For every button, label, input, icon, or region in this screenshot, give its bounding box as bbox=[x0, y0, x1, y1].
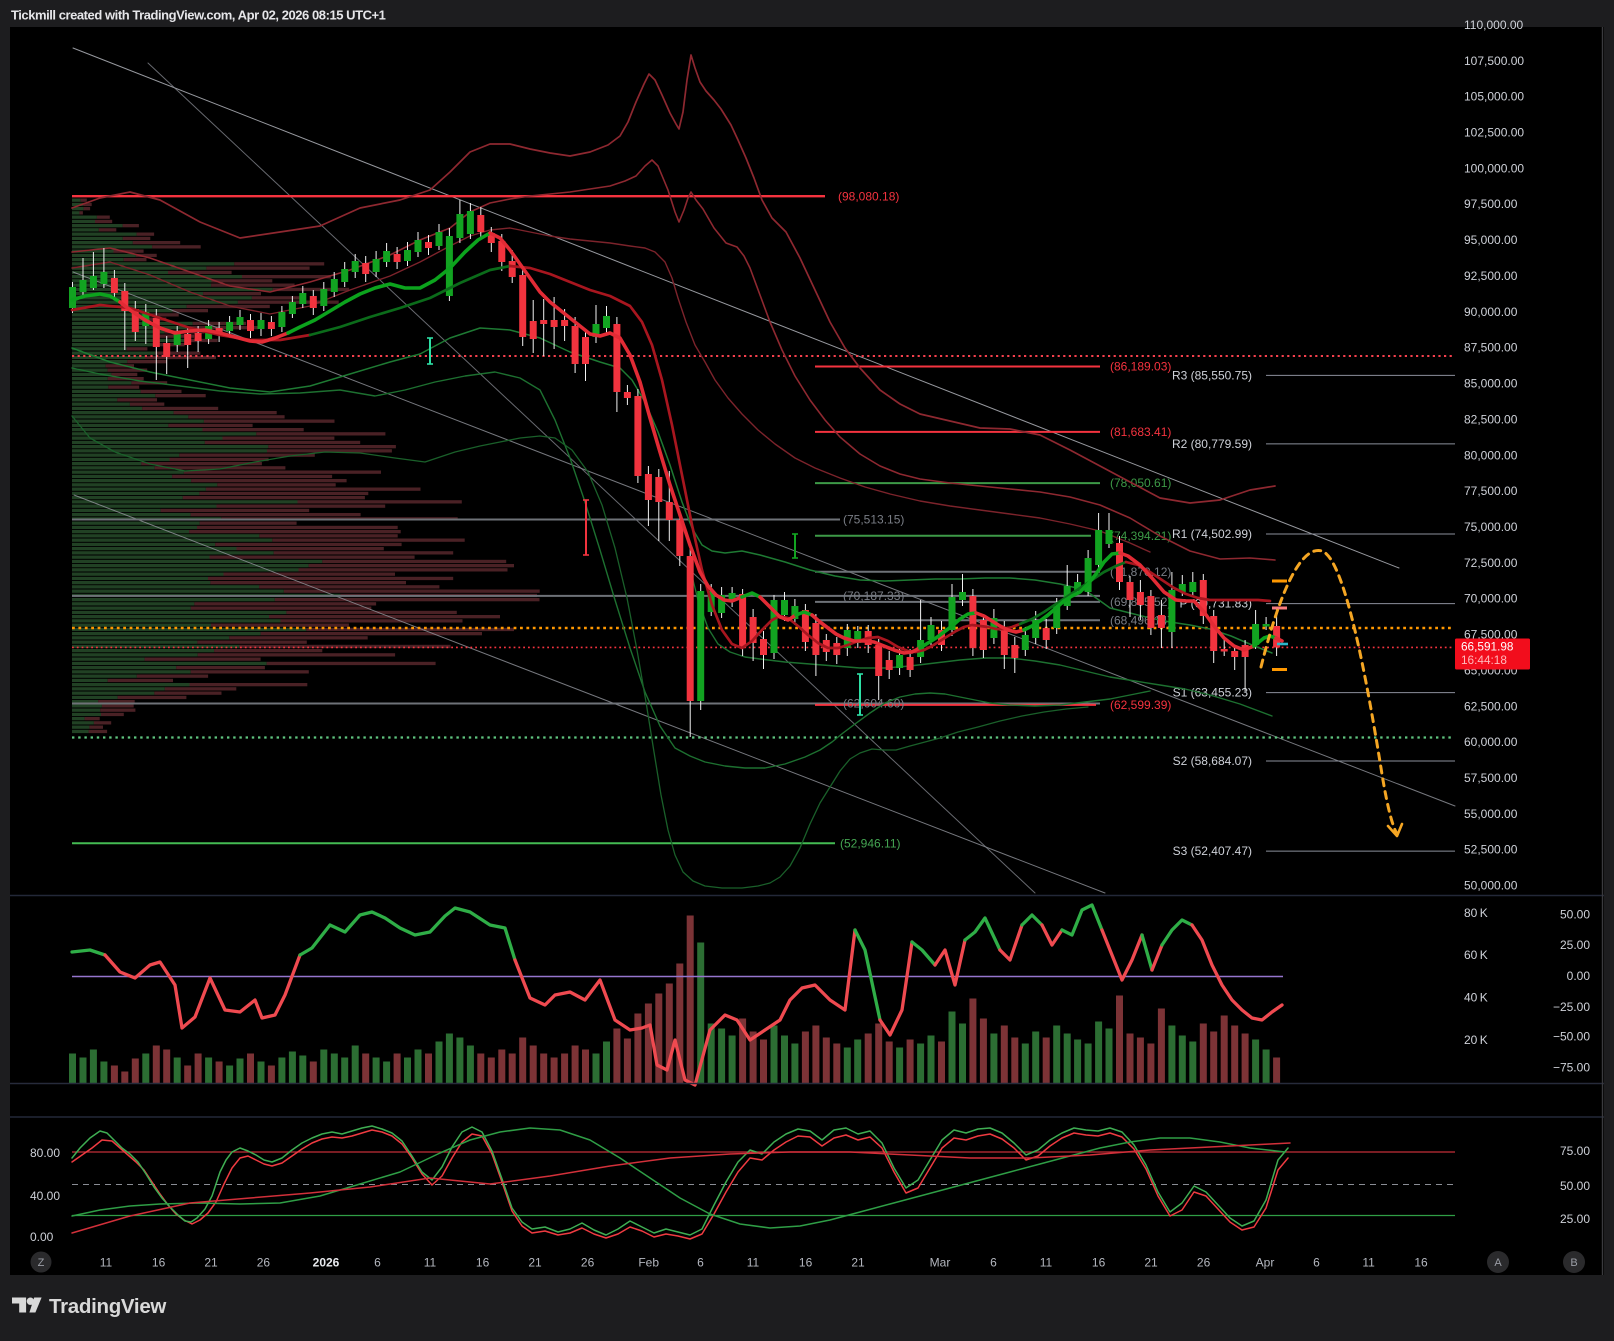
svg-text:80 K: 80 K bbox=[1464, 906, 1488, 920]
svg-text:Tickmill created with TradingV: Tickmill created with TradingView.com, A… bbox=[11, 8, 386, 23]
svg-text:−25.00: −25.00 bbox=[1553, 1000, 1590, 1014]
svg-text:11: 11 bbox=[1040, 1256, 1053, 1270]
svg-text:82,500.00: 82,500.00 bbox=[1464, 412, 1518, 426]
svg-text:80.00: 80.00 bbox=[30, 1146, 60, 1160]
svg-text:Feb: Feb bbox=[638, 1256, 659, 1270]
svg-text:85,000.00: 85,000.00 bbox=[1464, 377, 1518, 391]
svg-text:0.00: 0.00 bbox=[30, 1230, 54, 1244]
svg-text:97,500.00: 97,500.00 bbox=[1464, 197, 1518, 211]
svg-text:21: 21 bbox=[1144, 1256, 1158, 1270]
svg-text:95,000.00: 95,000.00 bbox=[1464, 233, 1518, 247]
svg-text:50,000.00: 50,000.00 bbox=[1464, 879, 1518, 893]
svg-text:110,000.00: 110,000.00 bbox=[1464, 18, 1523, 32]
svg-text:16: 16 bbox=[152, 1256, 166, 1270]
svg-text:(62,599.39): (62,599.39) bbox=[1110, 698, 1171, 712]
svg-text:11: 11 bbox=[747, 1256, 760, 1270]
svg-text:105,000.00: 105,000.00 bbox=[1464, 90, 1524, 104]
svg-text:(62,604.60): (62,604.60) bbox=[843, 697, 904, 711]
svg-text:(98,080.18): (98,080.18) bbox=[838, 189, 899, 203]
svg-text:6: 6 bbox=[697, 1256, 704, 1270]
svg-text:Z: Z bbox=[38, 1257, 45, 1269]
svg-text:16: 16 bbox=[1092, 1256, 1106, 1270]
svg-text:102,500.00: 102,500.00 bbox=[1464, 126, 1524, 140]
svg-text:(75,513.15): (75,513.15) bbox=[843, 513, 904, 527]
svg-text:6: 6 bbox=[990, 1256, 997, 1270]
svg-text:16: 16 bbox=[476, 1256, 490, 1270]
svg-text:87,500.00: 87,500.00 bbox=[1464, 341, 1518, 355]
svg-text:60 K: 60 K bbox=[1464, 948, 1488, 962]
svg-text:R3 (85,550.75): R3 (85,550.75) bbox=[1172, 369, 1252, 383]
svg-text:B: B bbox=[1570, 1257, 1577, 1269]
svg-text:(74,394.21): (74,394.21) bbox=[1110, 529, 1171, 543]
svg-text:55,000.00: 55,000.00 bbox=[1464, 807, 1518, 821]
svg-text:16: 16 bbox=[1414, 1256, 1428, 1270]
svg-text:(70,187.33): (70,187.33) bbox=[843, 589, 904, 603]
svg-text:26: 26 bbox=[257, 1256, 271, 1270]
svg-text:57,500.00: 57,500.00 bbox=[1464, 771, 1518, 785]
svg-text:75.00: 75.00 bbox=[1560, 1144, 1590, 1158]
svg-text:6: 6 bbox=[1313, 1256, 1320, 1270]
svg-text:6: 6 bbox=[374, 1256, 381, 1270]
svg-text:77,500.00: 77,500.00 bbox=[1464, 484, 1518, 498]
svg-text:A: A bbox=[1494, 1257, 1502, 1269]
svg-text:11: 11 bbox=[100, 1256, 113, 1270]
svg-text:90,000.00: 90,000.00 bbox=[1464, 305, 1518, 319]
svg-text:0.00: 0.00 bbox=[1567, 969, 1591, 983]
svg-text:(68,496.14): (68,496.14) bbox=[1110, 613, 1171, 627]
svg-text:(86,189.03): (86,189.03) bbox=[1110, 360, 1171, 374]
svg-text:52,500.00: 52,500.00 bbox=[1464, 843, 1518, 857]
svg-text:Apr: Apr bbox=[1256, 1256, 1275, 1270]
svg-text:40.00: 40.00 bbox=[30, 1189, 60, 1203]
svg-text:75,000.00: 75,000.00 bbox=[1464, 520, 1518, 534]
svg-text:TradingView: TradingView bbox=[49, 1295, 166, 1318]
svg-text:50.00: 50.00 bbox=[1560, 908, 1590, 922]
svg-text:80,000.00: 80,000.00 bbox=[1464, 448, 1518, 462]
svg-text:21: 21 bbox=[851, 1256, 865, 1270]
svg-text:25.00: 25.00 bbox=[1560, 938, 1590, 952]
svg-text:21: 21 bbox=[528, 1256, 542, 1270]
svg-text:60,000.00: 60,000.00 bbox=[1464, 735, 1518, 749]
svg-text:−75.00: −75.00 bbox=[1553, 1061, 1590, 1075]
svg-text:67,500.00: 67,500.00 bbox=[1464, 628, 1518, 642]
svg-text:2026: 2026 bbox=[313, 1256, 340, 1270]
svg-text:70,000.00: 70,000.00 bbox=[1464, 592, 1518, 606]
svg-text:R2 (80,779.59): R2 (80,779.59) bbox=[1172, 437, 1252, 451]
svg-text:11: 11 bbox=[424, 1256, 437, 1270]
svg-text:62,500.00: 62,500.00 bbox=[1464, 699, 1518, 713]
svg-text:25.00: 25.00 bbox=[1560, 1212, 1590, 1226]
svg-text:Mar: Mar bbox=[930, 1256, 951, 1270]
svg-text:26: 26 bbox=[1197, 1256, 1211, 1270]
svg-text:26: 26 bbox=[581, 1256, 595, 1270]
svg-text:20 K: 20 K bbox=[1464, 1033, 1488, 1047]
svg-text:21: 21 bbox=[204, 1256, 218, 1270]
svg-text:16:44:18: 16:44:18 bbox=[1461, 653, 1507, 667]
svg-text:11: 11 bbox=[1362, 1256, 1375, 1270]
svg-text:16: 16 bbox=[799, 1256, 813, 1270]
svg-text:S3 (52,407.47): S3 (52,407.47) bbox=[1173, 844, 1252, 858]
svg-text:100,000.00: 100,000.00 bbox=[1464, 161, 1524, 175]
svg-text:50.00: 50.00 bbox=[1560, 1179, 1590, 1193]
svg-text:(52,946.11): (52,946.11) bbox=[840, 836, 901, 850]
svg-text:72,500.00: 72,500.00 bbox=[1464, 556, 1518, 570]
svg-text:−50.00: −50.00 bbox=[1553, 1030, 1590, 1044]
svg-text:S1 (63,455.23): S1 (63,455.23) bbox=[1173, 686, 1252, 700]
svg-text:S2 (58,684.07): S2 (58,684.07) bbox=[1173, 754, 1252, 768]
svg-text:(81,683.41): (81,683.41) bbox=[1110, 425, 1171, 439]
svg-text:92,500.00: 92,500.00 bbox=[1464, 269, 1518, 283]
svg-text:107,500.00: 107,500.00 bbox=[1464, 54, 1524, 68]
svg-text:40 K: 40 K bbox=[1464, 991, 1488, 1005]
svg-text:66,591.98: 66,591.98 bbox=[1461, 640, 1514, 654]
svg-text:R1 (74,502.99): R1 (74,502.99) bbox=[1172, 527, 1252, 541]
